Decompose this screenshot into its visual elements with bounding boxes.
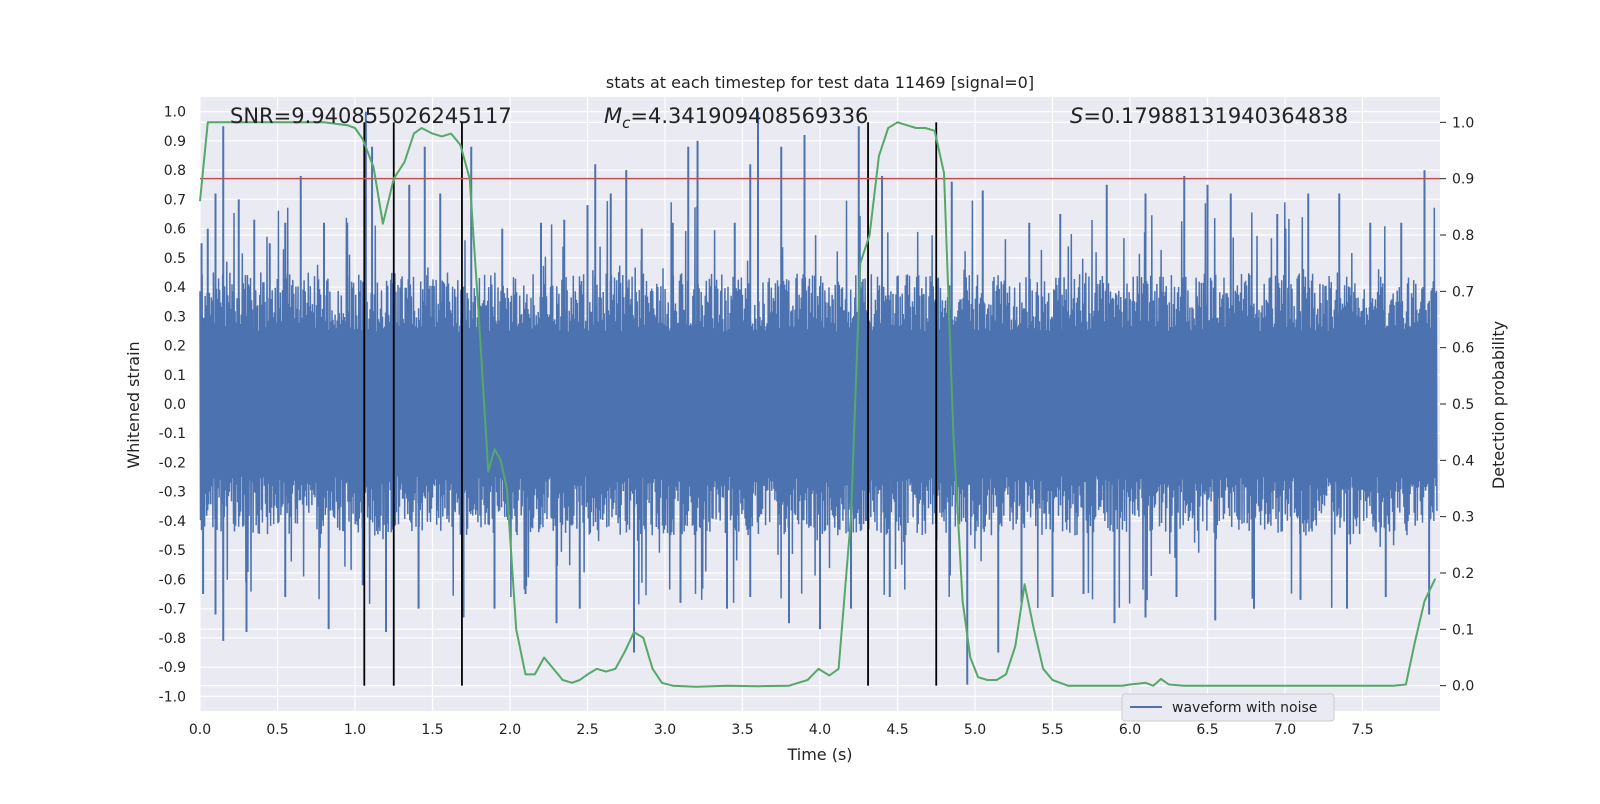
x-axis-label: Time (s) [786,745,852,764]
snr-annotation: SNR=9.940855026245117 [230,104,512,128]
x-tick-label: 3.0 [654,722,676,738]
chirp-mass-symbol: M [604,104,622,128]
event-lines [363,122,938,686]
y-right-tick-label: 0.6 [1452,341,1474,357]
s-value: =0.17988131940364838 [1083,104,1348,128]
y-left-tick-label: -0.8 [159,631,186,647]
y-left-tick-label: -0.5 [159,543,186,559]
s-symbol: S [1070,104,1083,128]
y-right-tick-label: 1.0 [1452,115,1474,131]
waveform-series [199,111,1438,685]
y-right-tick-label: 0.5 [1452,397,1474,413]
probability-line [199,121,1437,688]
y-left-tick-label: 0.0 [164,397,186,413]
y-left-tick-label: -0.2 [159,455,186,471]
y-left-tick-label: 0.7 [164,192,186,208]
x-tick-label: 6.0 [1119,722,1141,738]
x-tick-label: 5.0 [964,722,986,738]
x-tick-label: 5.5 [1041,722,1063,738]
x-tick-label: 6.5 [1196,722,1218,738]
y-left-tick-label: 0.9 [164,134,186,150]
y-right-tick-label: 0.0 [1452,679,1474,695]
x-tick-label: 4.5 [886,722,908,738]
y-right-tick-label: 0.7 [1452,284,1474,300]
y-right-tick-label: 0.4 [1452,453,1474,469]
legend: waveform with noise [1121,693,1335,722]
y-left-tick-label: 0.1 [164,368,186,384]
y-left-tick-label: 0.4 [164,280,186,296]
legend-label: waveform with noise [1172,700,1317,716]
y-right-tick-label: 0.1 [1452,622,1474,638]
y-left-tick-label: 0.3 [164,309,186,325]
x-tick-label: 1.5 [421,722,443,738]
y-left-tick-label: 0.6 [164,222,186,238]
chart-title: stats at each timestep for test data 114… [606,73,1034,92]
y-right-tick-label: 0.8 [1452,228,1474,244]
y-left-tick-label: 0.8 [164,163,186,179]
x-tick-label: 1.0 [344,722,366,738]
y-left-ticks: 1.0 0.9 0.8 0.7 0.6 0.5 0.4 0.3 0.2 0.1 0.0 -0.1 -0.… [159,105,186,706]
x-tick-label: 7.5 [1351,722,1373,738]
s-annotation: S=0.17988131940364838 [1070,104,1348,128]
y-left-tick-label: -0.9 [159,660,186,676]
probability-series [199,121,1437,688]
y-left-axis-label: Whitened strain [124,341,143,468]
y-right-ticks: 1.0 0.9 0.8 0.7 0.6 0.5 0.4 0.3 0.2 0.1 0.0 [1440,115,1474,695]
x-tick-label: 4.0 [809,722,831,738]
waveform-line [199,200,1438,609]
y-left-tick-label: -0.7 [159,602,186,618]
legend-box [1121,693,1335,722]
y-right-tick-label: 0.2 [1452,566,1474,582]
y-left-tick-label: -0.4 [159,514,186,530]
y-right-axis-label: Detection probability [1489,321,1508,489]
y-left-tick-label: 0.5 [164,251,186,267]
y-right-tick-label: 0.9 [1452,172,1474,188]
y-left-tick-label: -1.0 [159,689,186,705]
x-tick-label: 3.5 [731,722,753,738]
x-tick-label: 2.0 [499,722,521,738]
y-left-tick-label: 0.2 [164,339,186,355]
x-ticks: 0.0 0.5 1.0 1.5 2.0 2.5 3.0 3.5 4.0 4.5 5.0 5.5 6.0 6… [189,722,1374,738]
y-left-tick-label: -0.3 [159,485,186,501]
x-tick-label: 2.5 [576,722,598,738]
x-tick-label: 0.0 [189,722,211,738]
chirp-mass-value: =4.341909408569336 [630,104,868,128]
x-tick-label: 0.5 [266,722,288,738]
y-left-tick-label: 1.0 [164,105,186,121]
chirp-mass-annotation: Mc=4.341909408569336 [604,104,868,132]
y-left-tick-label: -0.6 [159,572,186,588]
x-tick-label: 7.0 [1274,722,1296,738]
chirp-mass-subscript: c [622,114,631,132]
y-right-tick-label: 0.3 [1452,510,1474,526]
y-left-tick-label: -0.1 [159,426,186,442]
